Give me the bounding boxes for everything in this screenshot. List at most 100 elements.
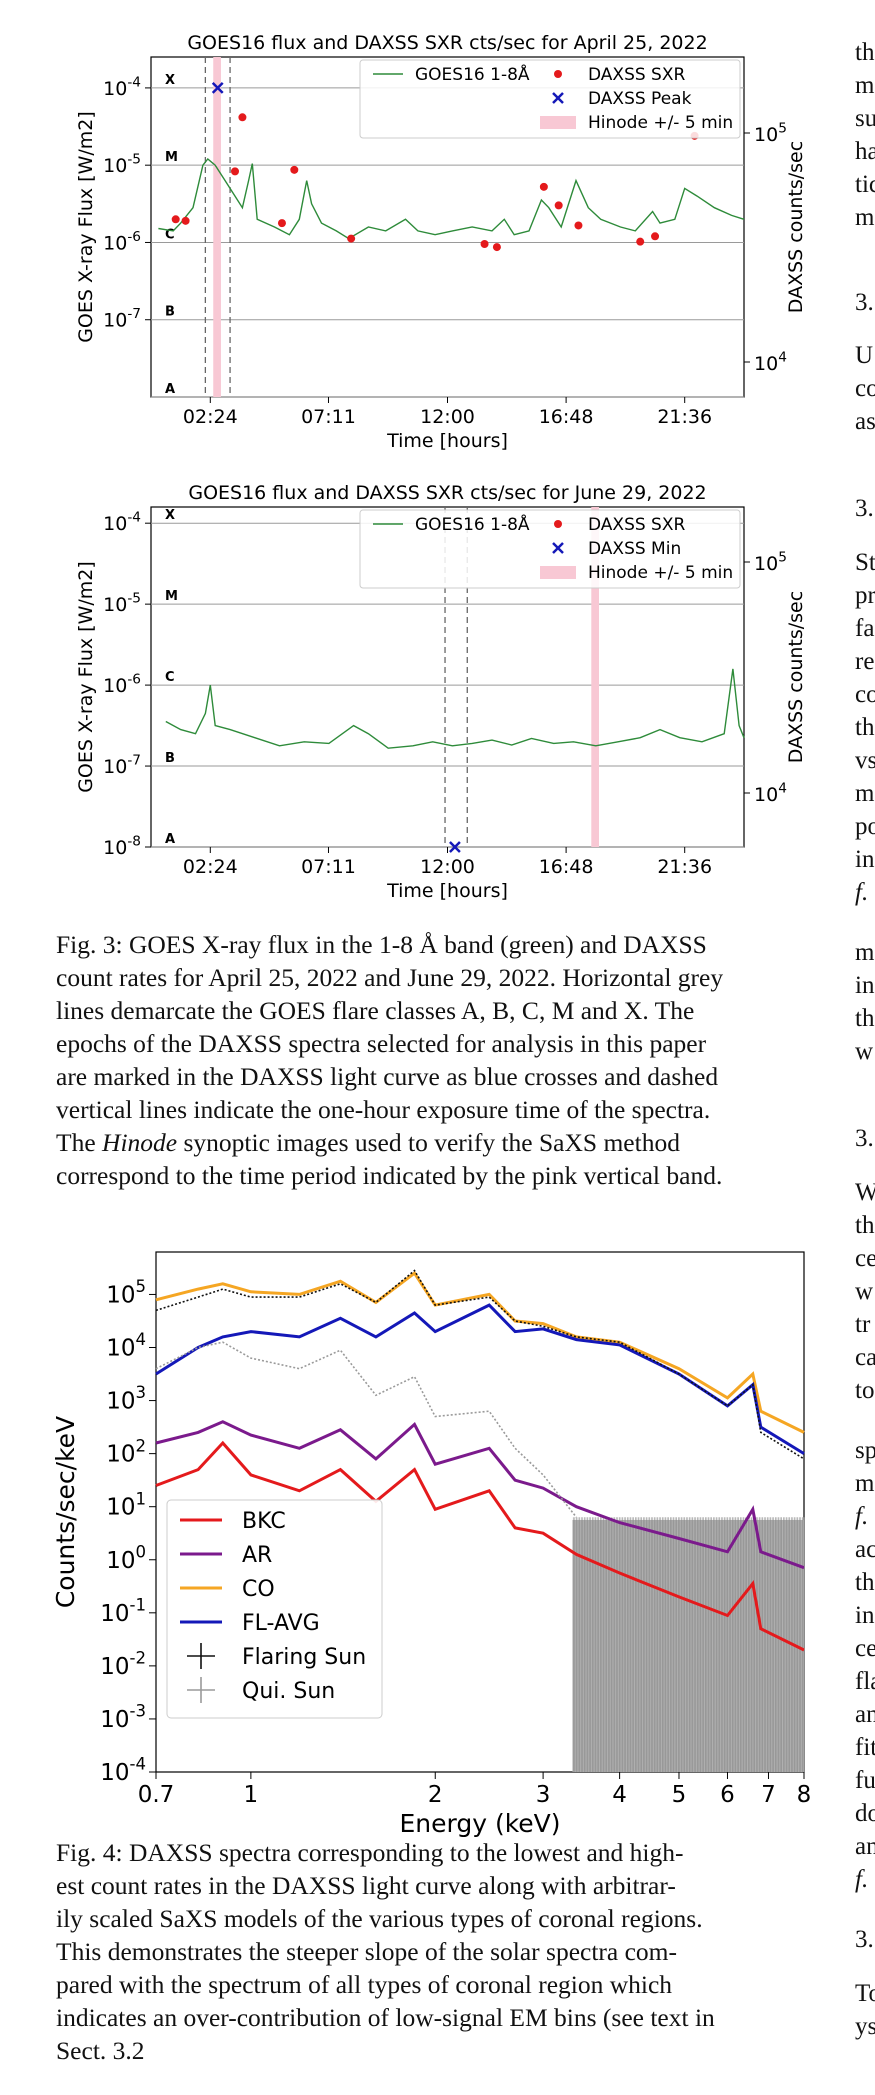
flare-class-label: C <box>165 227 175 242</box>
right-column-fragment: f. <box>855 1866 869 1893</box>
chart-title: GOES16 flux and DAXSS SXR cts/sec for Ap… <box>187 32 707 54</box>
y-tick-label: 10-7 <box>103 752 141 778</box>
daxss-sxr-point <box>277 219 286 228</box>
y-tick-label: 10-6 <box>103 229 141 255</box>
y-tick-label: 105 <box>106 1277 146 1308</box>
caption-line: lines demarcate the GOES flare classes A… <box>56 996 695 1025</box>
y-right-axis-label: DAXSS counts/sec <box>785 141 807 313</box>
daxss-sxr-point <box>492 243 501 252</box>
x-tick-label: 02:24 <box>183 856 238 878</box>
x-tick-label: 1 <box>244 1782 259 1808</box>
y-tick-label: 100 <box>106 1542 146 1573</box>
daxss-sxr-point <box>171 215 180 224</box>
right-column-fragment: in <box>855 972 875 999</box>
caption-line: count rates for April 25, 2022 and June … <box>56 963 724 992</box>
right-column-fragment: an <box>855 1701 875 1728</box>
y-tick-label: 10-1 <box>100 1595 146 1626</box>
right-column-fragment: su <box>855 105 875 132</box>
x-tick-label: 7 <box>761 1782 776 1808</box>
series-bkc <box>155 1440 805 1652</box>
x-tick-label: 16:48 <box>539 406 594 428</box>
x-tick-label: 21:36 <box>657 406 712 428</box>
right-column-fragment: co <box>855 375 875 402</box>
flare-class-label: B <box>165 305 175 320</box>
right-column-fragment: U <box>855 342 874 369</box>
caption-line: Sect. 3.2 <box>56 2036 145 2065</box>
x-tick-label: 07:11 <box>301 406 356 428</box>
legend-box <box>359 59 741 139</box>
right-column-fragment: 3. <box>855 1125 874 1152</box>
right-column-fragment: ys <box>855 2013 875 2040</box>
caption-line: est count rates in the DAXSS light curve… <box>56 1871 676 1900</box>
right-column-fragment: ce <box>855 1245 875 1272</box>
plot-frame <box>155 1251 805 1773</box>
legend-goes-label: GOES16 1-8Å <box>415 63 530 85</box>
x-tick-label: 21:36 <box>657 856 712 878</box>
legend-hinode-swatch <box>540 566 576 579</box>
y-axis-label: GOES X-ray Flux [W/m2] <box>75 111 97 343</box>
x-tick-label: 16:48 <box>539 856 594 878</box>
legend-label: Qui. Sun <box>242 1679 335 1704</box>
y-tick-label: 10-4 <box>103 74 141 100</box>
caption-line: epochs of the DAXSS spectra selected for… <box>56 1029 707 1058</box>
caption-line: pared with the spectrum of all types of … <box>56 1970 673 1999</box>
y-tick-label: 10-5 <box>103 591 141 617</box>
caption-line: indicates an over-contribution of low-si… <box>56 2003 715 2032</box>
caption-line: are marked in the DAXSS light curve as b… <box>56 1062 719 1091</box>
right-column-fragment: an <box>855 1833 875 1860</box>
legend-daxss-swatch <box>554 70 562 78</box>
x-tick-label: 2 <box>428 1782 443 1808</box>
legend-hinode-label: Hinode +/- 5 min <box>588 113 733 133</box>
x-tick-label: 3 <box>536 1782 551 1808</box>
series-flaring-sun <box>155 1269 805 1460</box>
y-axis-label: GOES X-ray Flux [W/m2] <box>75 561 97 793</box>
right-column-fragment: tic <box>855 171 875 198</box>
goes-flux-line <box>158 158 745 240</box>
right-column-fragment: in <box>855 846 875 873</box>
right-column-fragment: 3. <box>855 289 874 316</box>
flare-class-label: B <box>165 751 175 766</box>
caption-italic: Hinode <box>102 1128 178 1157</box>
right-column-fragment: m <box>855 1470 875 1497</box>
right-column-fragment: f. <box>855 879 869 906</box>
right-column-fragment: th <box>855 1569 875 1596</box>
legend-box <box>359 509 741 589</box>
series-fl-avg <box>155 1303 805 1455</box>
x-axis-label: Time [hours] <box>386 880 508 902</box>
x-tick-label: 4 <box>612 1782 627 1808</box>
right-column-fragment: m <box>855 939 875 966</box>
legend-marker-label: DAXSS Min <box>588 539 681 559</box>
right-column-fragment: 3. <box>855 495 874 522</box>
right-column-fragment: fu <box>855 1767 875 1794</box>
daxss-spectra-chart: 10-4 10-3 10-2 10-1 100 101 102 103 104 105 0.7 1 2 3… <box>51 1251 811 1838</box>
y-tick-label: 10-8 <box>103 833 141 859</box>
goes-daxss-chart-june: GOES16 flux and DAXSS SXR cts/sec for Ju… <box>75 482 807 902</box>
x-tick-label: 5 <box>672 1782 687 1808</box>
x-tick-label: 07:11 <box>301 856 356 878</box>
y-right-tick-label: 105 <box>754 549 787 575</box>
daxss-peak-marker <box>211 82 224 94</box>
right-column-fragment: vs <box>855 747 875 774</box>
x-axis-label: Time [hours] <box>386 430 508 452</box>
x-tick-label: 12:00 <box>420 856 475 878</box>
right-column-fragment: m <box>855 780 875 807</box>
caption-line: vertical lines indicate the one-hour exp… <box>56 1095 711 1124</box>
right-column-fragment: re <box>855 648 875 675</box>
daxss-sxr-point <box>181 216 190 225</box>
daxss-sxr-point <box>651 232 660 241</box>
right-column-fragment: ca <box>855 1344 875 1371</box>
right-column-fragment: as <box>855 408 875 435</box>
right-column-fragment: f. <box>855 1503 869 1530</box>
x-tick-label: 12:00 <box>420 406 475 428</box>
legend-daxss-swatch <box>554 520 562 528</box>
legend-label: AR <box>242 1543 272 1568</box>
x-tick-label: 6 <box>720 1782 735 1808</box>
fig3-caption: Fig. 3: GOES X-ray flux in the 1-8 Å ban… <box>56 928 822 1192</box>
chart-legend: BKC AR CO FL-AVG Flaring Sun Qui. Sun <box>166 1499 383 1719</box>
y-tick-label: 104 <box>106 1330 146 1361</box>
marker-stroke <box>449 841 461 853</box>
daxss-min-marker <box>449 841 461 853</box>
right-column-fragment: th <box>855 714 875 741</box>
right-column-fragment: St <box>855 549 875 576</box>
right-column-fragment: fa <box>855 615 875 642</box>
